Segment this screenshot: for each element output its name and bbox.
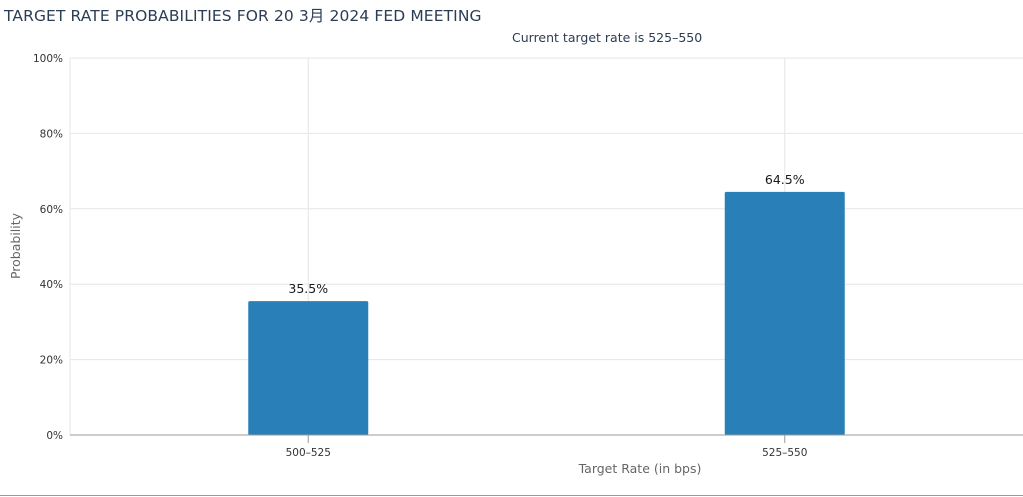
y-tick-label: 80% — [40, 128, 63, 140]
y-axis-label: Probability — [8, 212, 23, 279]
y-tick-label: 100% — [33, 53, 63, 65]
y-tick-label: 60% — [40, 204, 63, 216]
bars — [248, 191, 845, 435]
vertical-gridlines — [307, 58, 786, 435]
bar — [248, 301, 369, 435]
data-label: 64.5% — [765, 172, 805, 187]
chart-subtitle: Current target rate is 525–550 — [512, 30, 703, 45]
x-axis: 500–525 525–550 — [70, 434, 1023, 459]
y-axis-ticks: 0% 20% 40% 60% 80% 100% — [33, 53, 63, 442]
horizontal-gridlines — [69, 57, 1023, 436]
y-tick-label: 40% — [40, 279, 63, 291]
bottom-divider — [0, 495, 1023, 496]
x-tick-label: 500–525 — [286, 447, 331, 459]
chart-title: TARGET RATE PROBABILITIES FOR 20 3月 2024… — [4, 7, 482, 25]
bar — [724, 191, 845, 435]
y-tick-label: 20% — [40, 355, 63, 367]
data-label: 35.5% — [288, 281, 328, 296]
x-tick-label: 525–550 — [762, 447, 807, 459]
data-labels: 35.5% 64.5% — [288, 172, 804, 296]
x-axis-label: Target Rate (in bps) — [578, 461, 702, 476]
y-tick-label: 0% — [46, 430, 63, 442]
